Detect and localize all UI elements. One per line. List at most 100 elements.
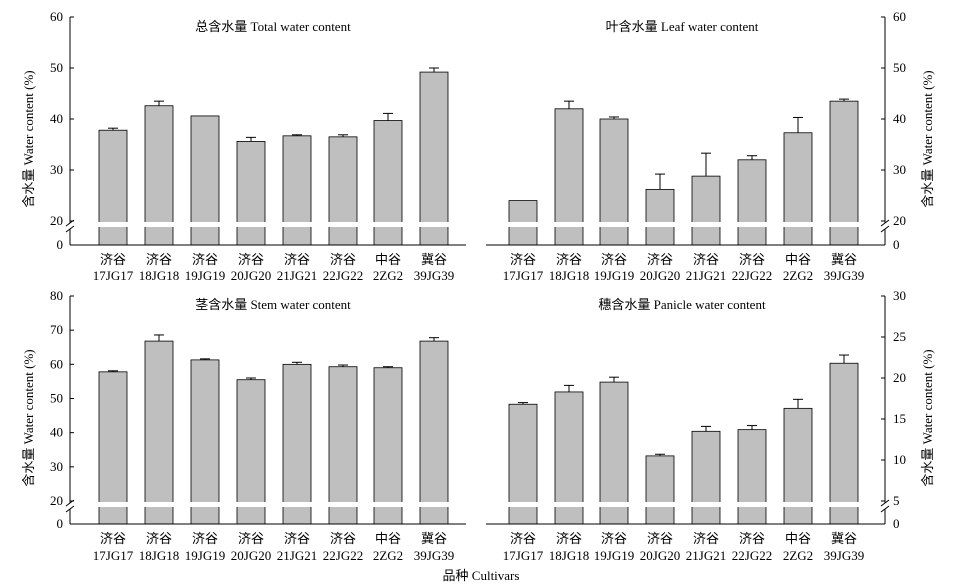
bar — [419, 340, 449, 525]
x-tick-label-line1: 济谷 — [739, 531, 765, 546]
bar — [737, 429, 767, 525]
x-tick-label-line1: 济谷 — [192, 252, 218, 267]
x-tick-label-line2: 20JG20 — [640, 268, 680, 283]
y-tick-label-zero: 0 — [57, 237, 64, 252]
y-tick-label: 40 — [50, 425, 63, 440]
bar — [599, 381, 629, 525]
y-tick-label: 20 — [893, 213, 906, 228]
y-tick-label: 60 — [893, 9, 906, 24]
panel-title: 穗含水量 Panicle water content — [598, 297, 766, 312]
x-tick-label-line1: 冀谷 — [831, 252, 857, 267]
y-tick-label-zero: 0 — [893, 237, 900, 252]
x-tick-label-line1: 济谷 — [556, 531, 582, 546]
x-tick-label-line2: 20JG20 — [640, 548, 680, 563]
panel-title: 叶含水量 Leaf water content — [606, 19, 759, 34]
x-tick-label-line1: 中谷 — [375, 252, 401, 267]
y-axis-title: 含水量 Water content (%) — [920, 70, 935, 207]
x-tick-label-line2: 22JG22 — [323, 548, 363, 563]
y-tick-label: 40 — [893, 111, 906, 126]
bar — [373, 367, 403, 525]
y-tick-label: 15 — [893, 411, 906, 426]
x-tick-label-line2: 2ZG2 — [373, 548, 403, 563]
bar — [645, 188, 675, 246]
x-tick-label-line2: 39JG39 — [824, 548, 864, 563]
axis-break-mark — [880, 219, 890, 227]
x-tick-label-line2: 20JG20 — [231, 548, 271, 563]
x-tick-label-line1: 济谷 — [146, 252, 172, 267]
y-tick-label: 20 — [50, 213, 63, 228]
x-tick-label-line2: 19JG19 — [185, 548, 225, 563]
y-tick-label: 30 — [50, 459, 63, 474]
x-tick-label-line1: 济谷 — [284, 252, 310, 267]
x-tick-label-line2: 21JG21 — [686, 548, 726, 563]
chart-panel-2: 叶含水量 Leaf water content20304050600济谷17JG… — [486, 9, 935, 283]
bar — [419, 71, 449, 246]
x-tick-label-line1: 冀谷 — [421, 531, 447, 546]
bar — [783, 132, 813, 246]
bar — [190, 359, 220, 525]
x-tick-label-line2: 18JG18 — [549, 268, 589, 283]
bar — [554, 391, 584, 525]
axis-break-gap — [74, 222, 462, 227]
x-tick-label-line1: 济谷 — [647, 252, 673, 267]
y-tick-label: 30 — [893, 162, 906, 177]
x-tick-label-line1: 冀谷 — [421, 252, 447, 267]
x-tick-label-line2: 39JG39 — [414, 548, 454, 563]
chart-panel-1: 总含水量 Total water content20304050600济谷17J… — [21, 9, 466, 283]
x-tick-label-line2: 20JG20 — [231, 268, 271, 283]
bar — [829, 100, 859, 246]
x-tick-label-line1: 冀谷 — [831, 531, 857, 546]
x-tick-label-line1: 中谷 — [785, 252, 811, 267]
x-tick-label-line2: 19JG19 — [594, 268, 634, 283]
bar — [282, 135, 312, 246]
bar — [144, 105, 174, 246]
x-tick-label-line2: 2ZG2 — [783, 548, 813, 563]
x-tick-label-line2: 17JG17 — [93, 548, 134, 563]
axis-break-mark — [65, 505, 75, 513]
bar — [829, 362, 859, 525]
bar — [98, 371, 128, 525]
x-tick-label-line2: 39JG39 — [414, 268, 454, 283]
x-tick-label-line2: 22JG22 — [323, 268, 363, 283]
x-tick-label-line1: 济谷 — [100, 252, 126, 267]
chart-panel-3: 茎含水量 Stem water content 20 30 40 50 60 70 80 0 济谷… — [21, 288, 466, 563]
y-tick-label: 25 — [893, 329, 906, 344]
x-tick-label-line2: 21JG21 — [277, 268, 317, 283]
bar — [737, 159, 767, 246]
x-tick-label-line1: 济谷 — [647, 531, 673, 546]
y-tick-label: 80 — [50, 288, 63, 303]
y-tick-label: 40 — [50, 111, 63, 126]
x-tick-label-line1: 济谷 — [238, 252, 264, 267]
x-tick-label-line1: 济谷 — [510, 252, 536, 267]
x-tick-label-line1: 中谷 — [785, 531, 811, 546]
x-tick-label-line2: 39JG39 — [824, 268, 864, 283]
x-tick-label-line2: 18JG18 — [139, 548, 179, 563]
bar — [236, 141, 266, 246]
bar — [282, 363, 312, 525]
x-tick-label-line2: 21JG21 — [277, 548, 317, 563]
x-tick-label-line2: 22JG22 — [732, 548, 772, 563]
y-axis-title: 含水量 Water content (%) — [21, 349, 36, 486]
y-axis-title: 含水量 Water content (%) — [920, 349, 935, 486]
y-tick-label: 70 — [50, 322, 63, 337]
y-tick-label: 60 — [50, 9, 63, 24]
axis-break-gap — [490, 502, 881, 507]
x-tick-label-line2: 2ZG2 — [783, 268, 813, 283]
y-tick-label: 50 — [50, 391, 63, 406]
bar — [691, 175, 721, 246]
x-tick-label-line1: 济谷 — [100, 531, 126, 546]
x-tick-label-line1: 济谷 — [192, 531, 218, 546]
axis-break-gap — [490, 222, 881, 227]
chart-panel-4: 穗含水量 Panicle water content 5 10 15 20 25 30 0 济谷… — [486, 288, 935, 563]
bar — [144, 340, 174, 525]
y-tick-label: 30 — [893, 288, 906, 303]
axis-break-mark — [880, 499, 890, 507]
y-tick-label: 20 — [893, 370, 906, 385]
x-tick-label-line2: 19JG19 — [594, 548, 634, 563]
x-tick-label-line1: 济谷 — [601, 531, 627, 546]
panel-title: 茎含水量 Stem water content — [195, 297, 351, 312]
axis-break-mark — [880, 225, 890, 233]
x-tick-label-line2: 21JG21 — [686, 268, 726, 283]
x-tick-label-line1: 济谷 — [330, 252, 356, 267]
